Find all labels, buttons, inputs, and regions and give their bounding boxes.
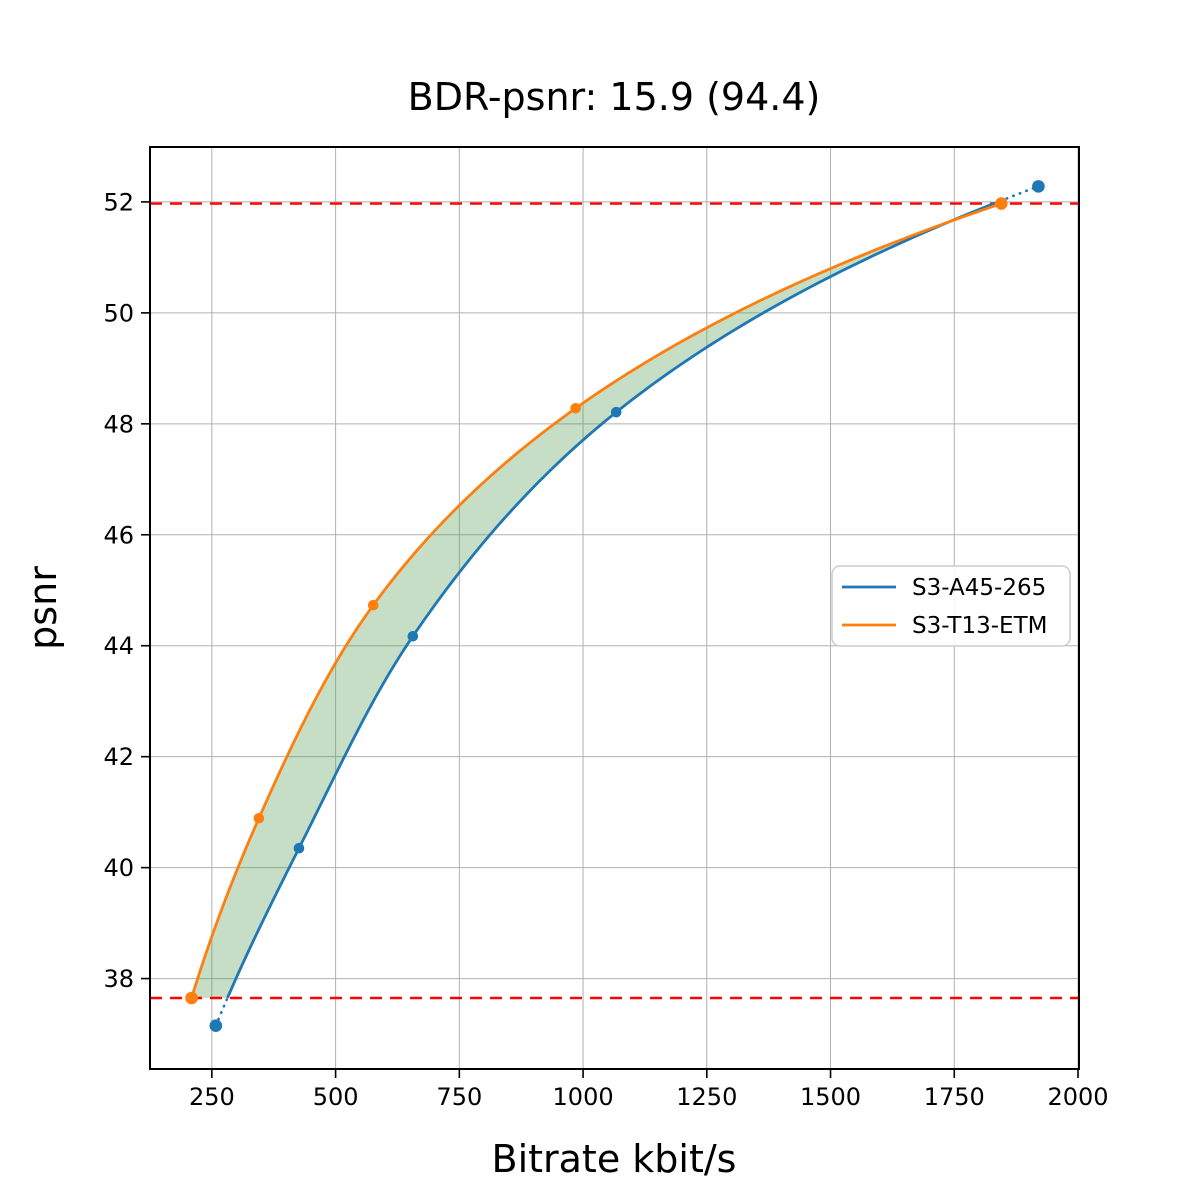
x-tick-label: 1500 bbox=[800, 1083, 861, 1111]
series-dotted-extension-S3-A45-265 bbox=[214, 996, 229, 1028]
y-axis-label: psnr bbox=[21, 566, 65, 650]
x-tick-label: 500 bbox=[313, 1083, 359, 1111]
axes-layer: 250 500 750 1000 1250 1500 1750 2000 38 40 42 44 46 4… bbox=[103, 146, 1109, 1111]
y-tick-label: 40 bbox=[103, 854, 134, 882]
x-tick-label: 1000 bbox=[553, 1083, 614, 1111]
chart-title: BDR-psnr: 15.9 (94.4) bbox=[408, 75, 821, 119]
y-tick-label: 44 bbox=[103, 632, 134, 660]
y-tick-label: 46 bbox=[103, 521, 134, 549]
legend-label: S3-T13-ETM bbox=[912, 613, 1047, 639]
data-point-S3-A45-265 bbox=[1032, 180, 1045, 193]
data-point-S3-A45-265 bbox=[610, 406, 622, 418]
plot-border bbox=[149, 146, 1080, 1070]
data-point-S3-T13-ETM bbox=[994, 197, 1008, 210]
data-point-S3-T13-ETM bbox=[253, 812, 265, 824]
x-axis-label: Bitrate kbit/s bbox=[492, 1137, 737, 1181]
x-tick-label: 250 bbox=[189, 1083, 235, 1111]
y-tick-label: 42 bbox=[103, 743, 134, 771]
series-line-S3-A45-265 bbox=[226, 202, 995, 999]
y-tick-label: 38 bbox=[103, 965, 134, 993]
data-point-S3-A45-265 bbox=[293, 842, 305, 854]
data-points-layer bbox=[185, 180, 1045, 1033]
data-point-S3-T13-ETM bbox=[570, 402, 581, 414]
grid-layer bbox=[150, 147, 1079, 1069]
x-tick-label: 750 bbox=[436, 1083, 482, 1111]
y-tick-label: 50 bbox=[103, 299, 134, 327]
reference-lines-layer bbox=[150, 202, 1079, 1000]
legend: S3-A45-265 S3-T13-ETM bbox=[831, 565, 1071, 647]
data-point-S3-T13-ETM bbox=[185, 991, 198, 1005]
data-point-S3-A45-265 bbox=[407, 630, 419, 642]
data-point-S3-A45-265 bbox=[209, 1019, 223, 1033]
x-tick-label: 1250 bbox=[676, 1083, 737, 1111]
legend-label: S3-A45-265 bbox=[912, 575, 1046, 601]
data-point-S3-T13-ETM bbox=[367, 599, 379, 611]
y-tick-label: 48 bbox=[103, 410, 134, 438]
x-tick-label: 2000 bbox=[1047, 1083, 1108, 1111]
x-tick-label: 1750 bbox=[924, 1083, 985, 1111]
series-line-S3-T13-ETM bbox=[190, 202, 1002, 999]
y-tick-label: 52 bbox=[103, 188, 134, 216]
